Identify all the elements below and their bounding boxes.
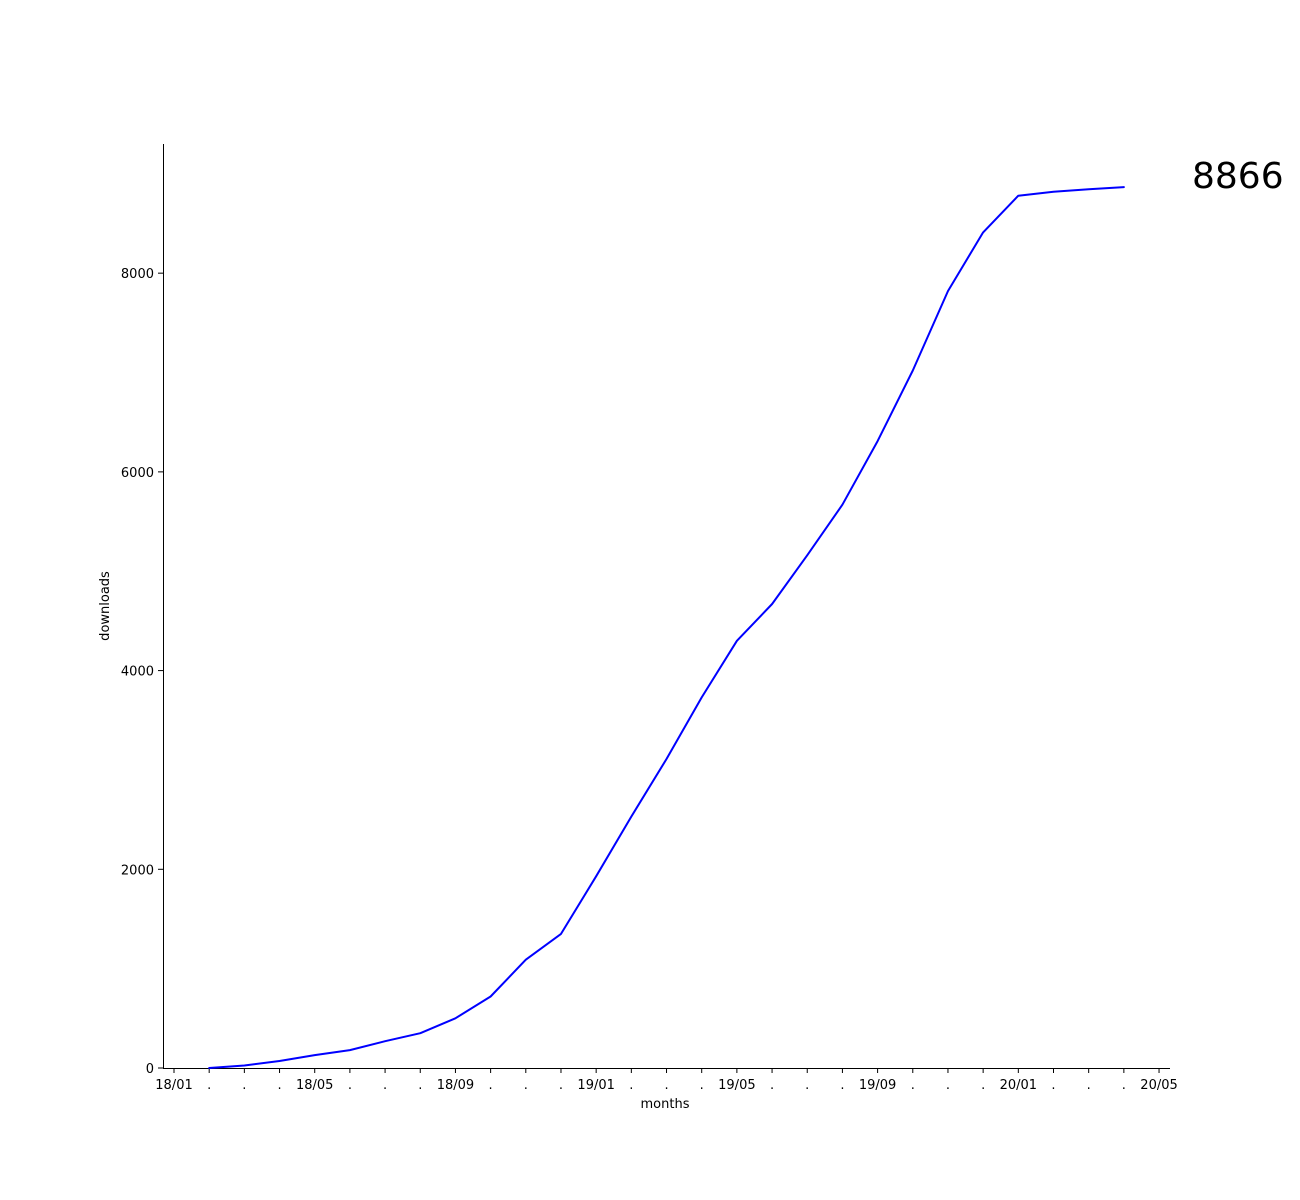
x-tick-label: 19/05 xyxy=(718,1078,755,1093)
y-tick-label: 2000 xyxy=(121,863,154,878)
x-tick-label: . xyxy=(207,1078,211,1093)
x-tick-label: . xyxy=(629,1078,633,1093)
y-tick-label: 0 xyxy=(146,1062,154,1077)
x-tick-label: . xyxy=(418,1078,422,1093)
x-tick-label: 20/01 xyxy=(1000,1078,1037,1093)
x-tick-label: . xyxy=(383,1078,387,1093)
x-tick-label: . xyxy=(489,1078,493,1093)
x-tick-label: . xyxy=(1087,1078,1091,1093)
x-tick-label: . xyxy=(348,1078,352,1093)
y-axis-ticks: 0 2000 4000 6000 8000 xyxy=(121,267,163,1077)
y-tick-label: 4000 xyxy=(121,665,154,680)
x-tick-label: . xyxy=(664,1078,668,1093)
x-axis-ticks: 18/01... 18/05... 18/09... 19/01... 19/05...… xyxy=(155,1068,1178,1093)
x-tick-label: . xyxy=(524,1078,528,1093)
x-tick-label: . xyxy=(1051,1078,1055,1093)
x-tick-label: . xyxy=(946,1078,950,1093)
total-annotation: 8866 xyxy=(1192,156,1284,197)
y-axis-label: downloads xyxy=(98,571,113,641)
x-tick-label: . xyxy=(805,1078,809,1093)
x-tick-label: . xyxy=(911,1078,915,1093)
x-axis-label: months xyxy=(641,1097,690,1112)
series-line xyxy=(208,186,1125,1069)
series-group xyxy=(208,186,1125,1069)
x-tick-label: . xyxy=(770,1078,774,1093)
x-tick-label: 18/09 xyxy=(437,1078,474,1093)
x-tick-label: . xyxy=(700,1078,704,1093)
x-tick-label: . xyxy=(1122,1078,1126,1093)
x-tick-label: 20/05 xyxy=(1140,1078,1177,1093)
y-tick-label: 8000 xyxy=(121,267,154,282)
x-tick-label: . xyxy=(242,1078,246,1093)
y-tick-label: 6000 xyxy=(121,466,154,481)
x-tick-label: . xyxy=(277,1078,281,1093)
x-tick-label: . xyxy=(559,1078,563,1093)
x-tick-label: 19/09 xyxy=(859,1078,896,1093)
x-tick-label: 18/05 xyxy=(296,1078,333,1093)
x-tick-label: 19/01 xyxy=(577,1078,614,1093)
x-tick-label: . xyxy=(981,1078,985,1093)
x-tick-label: . xyxy=(840,1078,844,1093)
x-tick-label: 18/01 xyxy=(155,1078,192,1093)
